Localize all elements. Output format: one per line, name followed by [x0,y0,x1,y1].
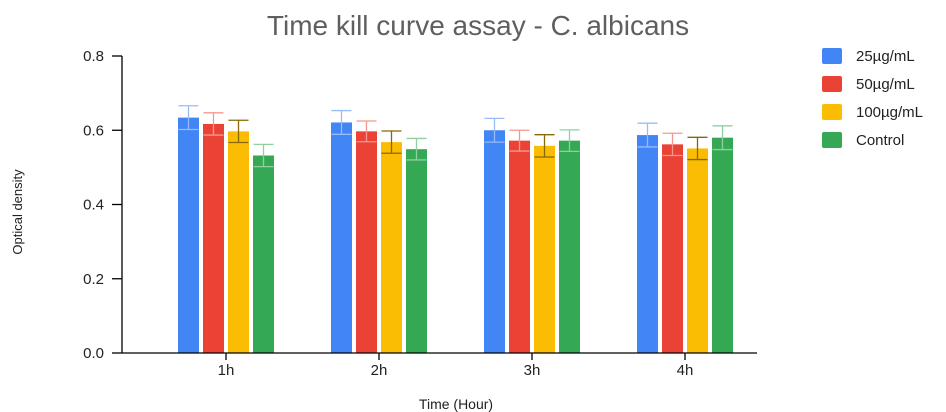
bar [637,135,658,353]
bar [178,117,199,353]
x-axis-title: Time (Hour) [419,396,493,412]
legend-swatch [822,132,842,148]
bar [662,144,683,353]
y-tick-label: 0.0 [83,345,104,362]
legend-swatch [822,48,842,64]
y-axis: 0.0 0.2 0.4 0.6 0.8 [83,48,123,362]
y-tick-label: 0.6 [83,122,104,139]
legend: 25µg/mL 50µg/mL 100µg/mL Control [822,48,923,149]
bar [203,123,224,353]
bar [484,130,505,353]
x-tick-label: 3h [524,362,541,379]
y-axis-title: Optical density [10,169,25,255]
x-tick-label: 4h [677,362,694,379]
bar [687,148,708,353]
bar [381,142,402,353]
bar [356,131,377,353]
bars [178,105,733,353]
x-tick-label: 1h [218,362,235,379]
chart-title: Time kill curve assay - C. albicans [267,10,689,41]
bar [534,145,555,353]
y-tick-label: 0.2 [83,271,104,288]
bar [509,140,530,353]
legend-label: 100µg/mL [856,104,923,121]
x-tick-label: 2h [371,362,388,379]
bar [253,155,274,353]
legend-label: Control [856,132,904,149]
legend-label: 50µg/mL [856,76,915,93]
x-axis: 1h 2h 3h 4h [122,352,757,379]
bar [406,149,427,353]
y-tick-label: 0.4 [83,197,104,214]
bar [331,122,352,353]
legend-swatch [822,104,842,120]
y-tick-label: 0.8 [83,48,104,65]
legend-swatch [822,76,842,92]
legend-label: 25µg/mL [856,48,915,65]
bar [228,131,249,353]
bar [712,137,733,353]
bar [559,140,580,353]
